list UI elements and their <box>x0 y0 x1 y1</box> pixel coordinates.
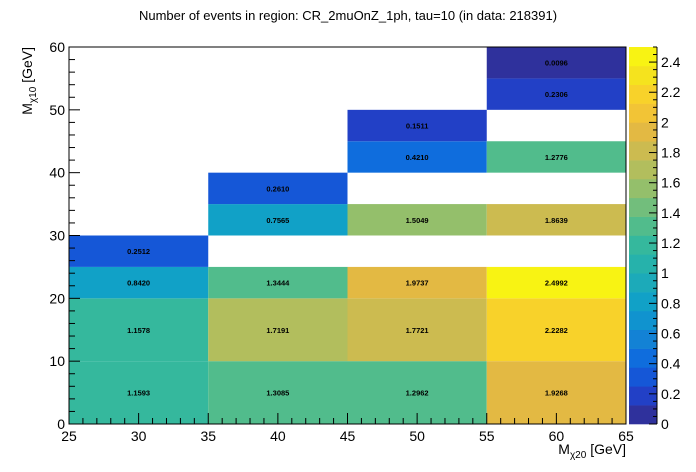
cell-value-label: 0.2610 <box>266 184 289 193</box>
x-tick-label: 50 <box>409 428 425 444</box>
colorbar-band <box>629 47 657 67</box>
cell-value-label: 2.4992 <box>545 279 568 288</box>
colorbar-band <box>629 65 657 85</box>
heatmap-cell <box>347 141 487 173</box>
y-tick-label: 20 <box>49 290 65 306</box>
colorbar-band <box>629 141 657 161</box>
heatmap-cell <box>347 266 487 299</box>
colorbar-tick-label: 1.8 <box>661 145 681 161</box>
cell-value-label: 0.2306 <box>545 90 568 99</box>
colorbar-tick-label: 0.4 <box>661 356 681 372</box>
heatmap-cell <box>486 298 626 362</box>
colorbar-tick-label: 2.4 <box>661 54 681 70</box>
heatmap-cell <box>347 298 487 362</box>
colorbar-tick-label: 0 <box>661 416 669 432</box>
heatmap-cell <box>347 109 487 142</box>
cell-value-label: 0.2512 <box>127 247 150 256</box>
colorbar-tick-label: 2 <box>661 114 669 130</box>
x-tick-label: 25 <box>61 428 77 444</box>
colorbar-band <box>629 254 657 274</box>
cell-value-label: 1.2962 <box>406 389 429 398</box>
heatmap-cell <box>208 266 348 299</box>
colorbar-tick-label: 1.2 <box>661 235 681 251</box>
colorbar-tick-label: 2.2 <box>661 84 681 100</box>
colorbar-band <box>629 235 657 255</box>
x-tick-label: 60 <box>549 428 565 444</box>
cell-value-label: 0.7565 <box>266 216 289 225</box>
heatmap-cell <box>486 78 626 110</box>
colorbar-tick-label: 0.8 <box>661 295 681 311</box>
colorbar-band <box>629 197 657 217</box>
cell-value-label: 1.1578 <box>127 326 150 335</box>
heatmap-cell <box>69 298 209 362</box>
colorbar-band <box>629 178 657 199</box>
colorbar-band <box>629 84 657 104</box>
heatmap-cell <box>486 141 626 173</box>
cell-value-label: 0.4210 <box>406 153 429 162</box>
heatmap-cell <box>486 47 626 79</box>
x-tick-label: 55 <box>479 428 495 444</box>
colorbar-band <box>629 348 657 368</box>
colorbar-tick-label: 1.4 <box>661 205 681 221</box>
y-tick-label: 50 <box>49 102 65 118</box>
cell-value-label: 1.7191 <box>266 326 289 335</box>
x-tick-label: 45 <box>340 428 356 444</box>
heatmap-cell <box>486 266 626 299</box>
y-tick-label: 30 <box>49 228 65 244</box>
x-tick-label: 35 <box>200 428 216 444</box>
colorbar-band <box>629 160 657 180</box>
y-tick-label: 0 <box>57 416 65 432</box>
cell-value-label: 1.9737 <box>406 279 429 288</box>
cell-value-label: 1.5049 <box>406 216 429 225</box>
cell-value-label: 1.9268 <box>545 389 568 398</box>
cell-value-label: 1.1593 <box>127 389 150 398</box>
heatmap-cell <box>69 235 209 267</box>
y-axis-label: Mχ10 [GeV] <box>19 47 39 115</box>
colorbar-band <box>629 386 657 406</box>
heatmap-cell <box>69 266 209 299</box>
heatmap-cell <box>208 204 348 236</box>
cell-value-label: 1.3085 <box>266 389 289 398</box>
cell-value-label: 0.1511 <box>406 122 429 131</box>
cell-value-label: 1.2776 <box>545 153 568 162</box>
x-tick-label: 40 <box>270 428 286 444</box>
colorbar-band <box>629 216 657 236</box>
cell-value-label: 0.0096 <box>545 59 568 68</box>
cell-value-label: 2.2282 <box>545 326 568 335</box>
colorbar-tick-label: 0.6 <box>661 326 681 342</box>
colorbar-band <box>629 329 657 349</box>
colorbar-band <box>629 405 657 425</box>
heatmap-cell <box>208 298 348 362</box>
y-tick-label: 10 <box>49 353 65 369</box>
x-axis-label: Mχ20 [GeV] <box>558 441 626 461</box>
colorbar-band <box>629 292 657 312</box>
colorbar-band <box>629 273 657 293</box>
colorbar-tick-label: 0.2 <box>661 386 681 402</box>
cell-value-label: 1.3444 <box>266 279 290 288</box>
colorbar-tick-label: 1 <box>661 265 669 281</box>
cell-value-label: 0.8420 <box>127 279 150 288</box>
x-tick-label: 30 <box>131 428 147 444</box>
chart-title: Number of events in region: CR_2muOnZ_1p… <box>138 8 558 23</box>
colorbar-band <box>629 103 657 123</box>
colorbar-band <box>629 122 657 142</box>
colorbar-band <box>629 310 657 331</box>
y-tick-label: 60 <box>49 39 65 55</box>
cell-value-label: 1.8639 <box>545 216 568 225</box>
y-tick-label: 40 <box>49 165 65 181</box>
colorbar-band <box>629 367 657 387</box>
colorbar-tick-label: 1.6 <box>661 175 681 191</box>
heatmap-cell <box>486 204 626 236</box>
cell-value-label: 1.7721 <box>406 326 429 335</box>
heatmap-cell <box>347 204 487 236</box>
x-tick-label: 65 <box>618 428 634 444</box>
heatmap-cell <box>208 172 348 205</box>
